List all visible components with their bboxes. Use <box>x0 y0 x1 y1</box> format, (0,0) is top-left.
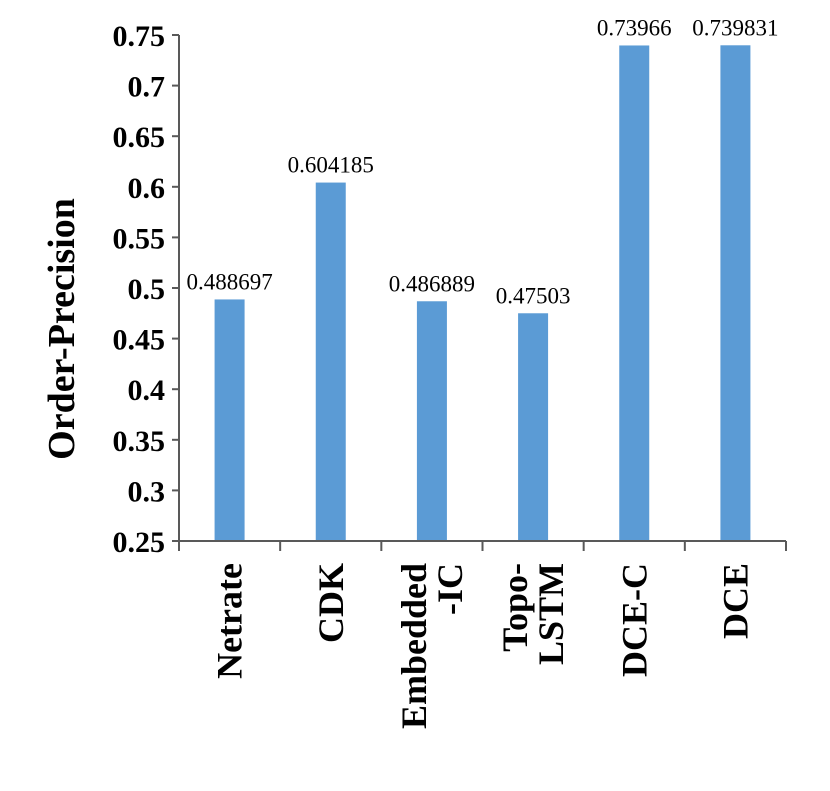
data-label: 0.604185 <box>288 153 374 178</box>
y-tick-label: 0.5 <box>128 273 166 306</box>
y-tick-label: 0.55 <box>113 222 166 255</box>
y-tick-label: 0.3 <box>128 475 166 508</box>
x-tick-label: DCE-C <box>614 563 654 677</box>
y-tick-label: 0.7 <box>128 71 166 104</box>
bar <box>416 301 447 541</box>
bar <box>619 45 650 541</box>
data-labels: 0.488697 0.604185 0.486889 0.47503 0.73966 0.… <box>186 15 778 308</box>
x-tick-label: CDK <box>311 563 351 643</box>
y-tick-label: 0.6 <box>128 172 166 205</box>
x-tick-label-line: Netrate <box>210 563 250 679</box>
x-axis-ticks: Netrate CDK Embedded-IC Topo-LSTM DCE-C DCE <box>210 563 756 729</box>
y-tick-label: 0.45 <box>113 324 166 357</box>
bar <box>720 45 751 542</box>
y-tick-label: 0.75 <box>113 20 166 53</box>
bar <box>315 182 346 542</box>
bar <box>518 313 549 541</box>
x-tick-label: Topo-LSTM <box>495 563 571 665</box>
data-label: 0.47503 <box>496 283 571 308</box>
x-tick-label-line: Topo- <box>495 563 535 652</box>
x-tick-label: Embedded-IC <box>394 563 470 729</box>
axes <box>172 34 787 551</box>
x-tick-label: Netrate <box>210 563 250 679</box>
y-axis-label: Order-Precision <box>41 198 83 460</box>
x-tick-label-line: -IC <box>430 563 470 615</box>
data-label: 0.486889 <box>389 271 475 296</box>
y-tick-label: 0.25 <box>113 526 166 559</box>
data-label: 0.739831 <box>692 15 778 40</box>
x-tick-label-line: Embedded <box>394 563 434 729</box>
x-tick-label-line: DCE-C <box>614 563 654 677</box>
y-tick-label: 0.35 <box>113 425 166 458</box>
y-axis-ticks: 0.25 0.3 0.35 0.4 0.45 0.5 0.55 0.6 0.65 0.7 0.75 <box>113 20 166 559</box>
x-tick-label-line: DCE <box>715 563 755 639</box>
data-label: 0.488697 <box>186 269 272 294</box>
bar <box>214 299 245 541</box>
x-tick-label-line: CDK <box>311 563 351 643</box>
data-label: 0.73966 <box>597 15 672 40</box>
bars <box>214 45 751 542</box>
x-tick-label: DCE <box>715 563 755 639</box>
x-tick-label-line: LSTM <box>531 563 571 665</box>
y-tick-label: 0.4 <box>128 374 166 407</box>
y-tick-label: 0.65 <box>113 121 166 154</box>
